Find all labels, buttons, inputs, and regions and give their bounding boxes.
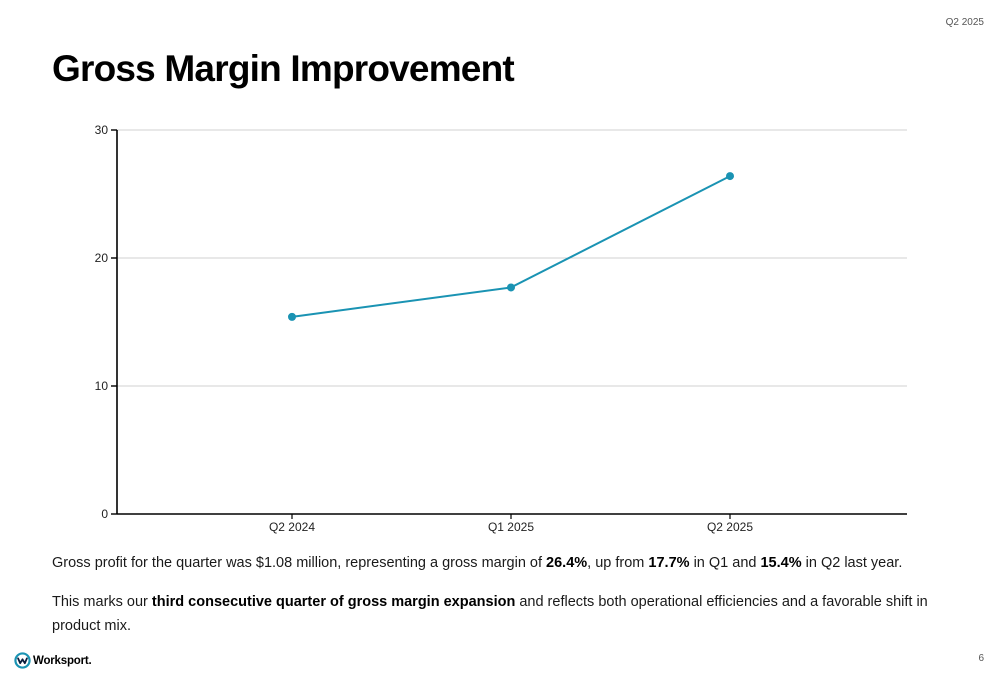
summary-text-2: , up from [587,555,649,571]
expansion-highlight: third consecutive quarter of gross margi… [151,594,516,610]
worksport-logo-icon [14,652,31,669]
chart-axes: 0 10 20 30 Q2 2024 Q1 2025 Q2 2025 [95,123,907,534]
expansion-text-2: and reflects both operational efficienci… [52,594,928,634]
summary-value-prior-year: 15.4% [760,555,802,571]
logo-text: Worksport. [33,654,92,667]
summary-value-q1: 17.7% [648,555,690,571]
y-tick-label-30: 30 [95,123,109,137]
summary-text-1: Gross profit for the quarter was $1.08 m… [52,555,547,571]
summary-value-current: 26.4% [546,555,588,571]
y-tick-label-10: 10 [95,379,109,393]
summary-text-4: in Q2 last year. [801,555,903,571]
x-tick-label-1: Q2 2024 [269,520,315,534]
chart-gridlines [117,129,907,387]
summary-text-3: in Q1 and [689,555,761,571]
data-point-1 [288,312,296,321]
x-tick-label-3: Q2 2025 [707,520,753,534]
series-line-1 [291,175,731,318]
expansion-text-1: This marks our [52,594,152,610]
summary-paragraph: Gross profit for the quarter was $1.08 m… [52,551,952,575]
expansion-paragraph: This marks our third consecutive quarter… [52,590,952,638]
y-tick-label-0: 0 [101,507,108,521]
x-tick-label-2: Q1 2025 [488,520,534,534]
page-number: 6 [978,653,984,664]
y-tick-label-20: 20 [95,251,109,265]
chart-series [288,172,734,321]
slide-title: Gross Margin Improvement [52,48,515,89]
data-point-3 [726,172,734,181]
company-logo: Worksport. [14,652,92,669]
data-point-2 [507,283,515,292]
gross-margin-line-chart: 0 10 20 30 Q2 2024 Q1 2025 Q2 2025 [95,123,907,534]
period-label: Q2 2025 [945,17,984,28]
